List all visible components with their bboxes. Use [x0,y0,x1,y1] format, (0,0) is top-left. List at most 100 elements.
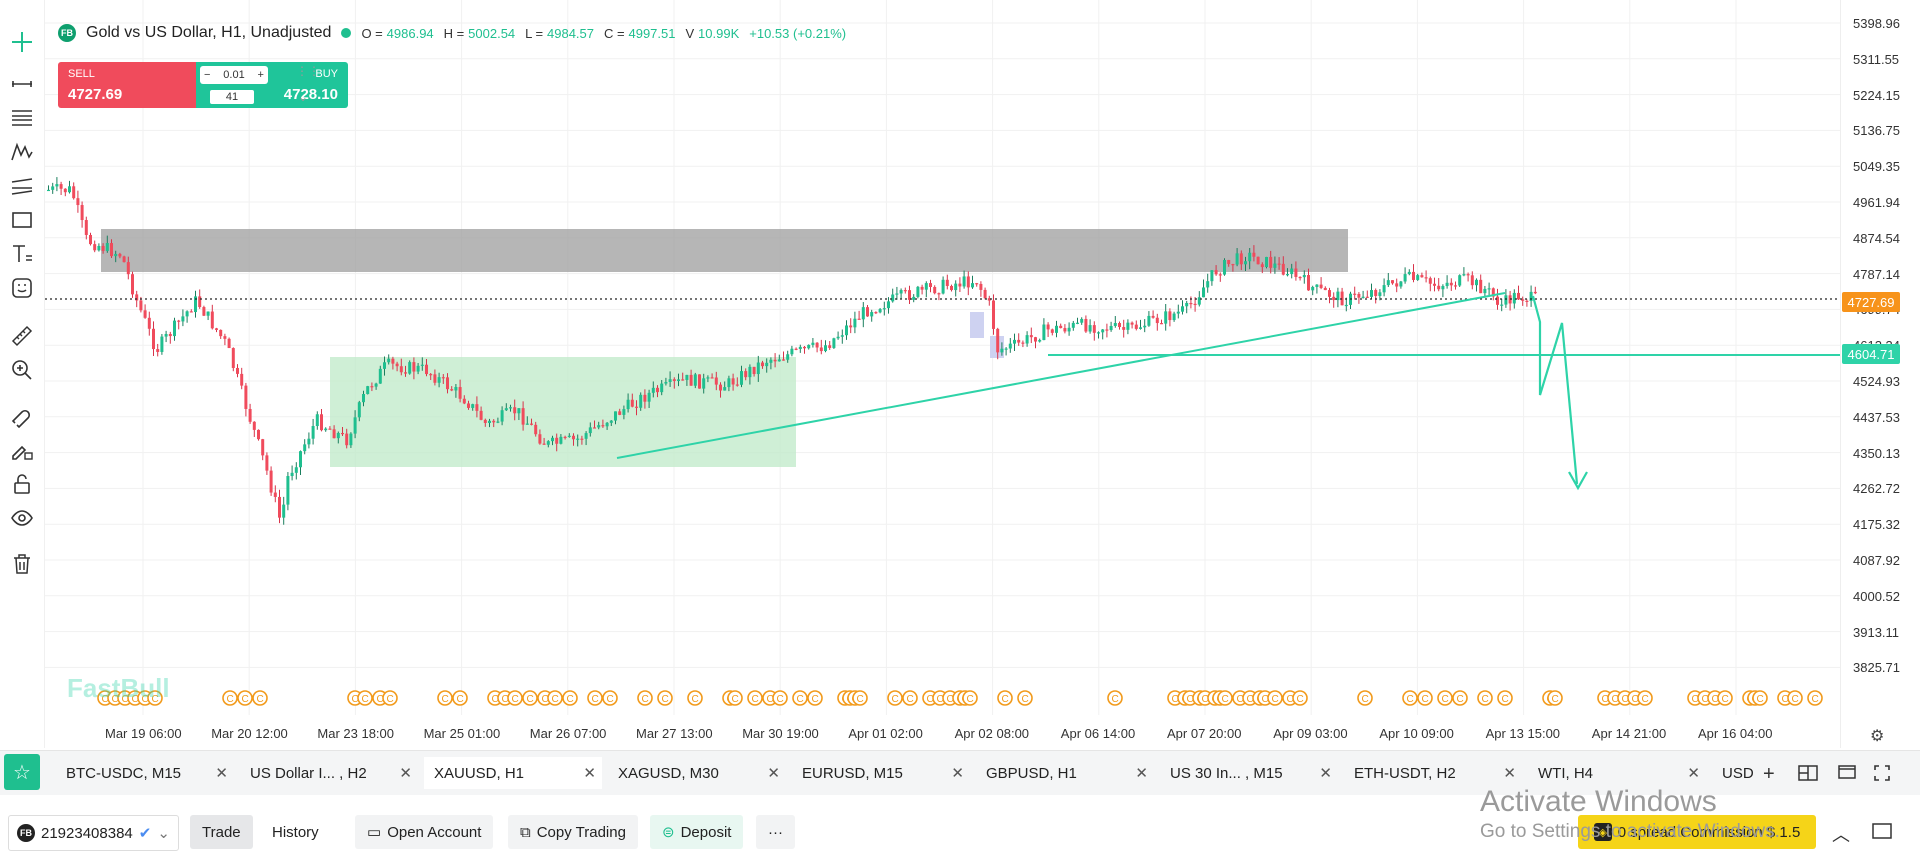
unlock-icon[interactable] [8,470,36,498]
candle-body [467,403,470,408]
close-tab-icon[interactable]: ✕ [215,765,228,782]
open-account-label: Open Account [387,823,482,841]
calendar-event-glyph: C [967,694,974,705]
emoji-icon[interactable] [8,274,36,302]
close-tab-icon[interactable]: ✕ [1319,765,1332,782]
symbol-tab[interactable]: ETH-USDT, H2 ✕ [1344,757,1522,789]
history-tab[interactable]: History [272,815,319,849]
zoom-in-icon[interactable] [8,356,36,384]
candle-body [1454,285,1457,287]
calendar-event-icon [1717,690,1733,706]
symbol-tab[interactable]: USD [1712,757,1772,789]
symbol-tab[interactable]: XAUUSD, H1 ✕ [424,757,602,789]
projection-path[interactable] [1531,295,1579,485]
candle-body [1399,281,1403,287]
copy-trading-button[interactable]: ⧉ Copy Trading [508,815,638,849]
symbol-tab[interactable]: WTI, H4 ✕ [1528,757,1706,789]
calendar-event-glyph: C [1202,694,1209,705]
quantity-stepper[interactable]: − 0.01 + [200,66,268,84]
calendar-event-glyph: C [927,694,934,705]
candle-body [630,399,634,407]
candle-body [1332,296,1336,301]
calendar-event-glyph: C [1362,694,1369,705]
candle-body [567,435,571,437]
account-selector[interactable]: FB 21923408384 ✔ ⌄ [8,815,179,851]
symbol-tab[interactable]: US 30 In... , M15 ✕ [1160,757,1338,789]
trend-line[interactable] [616,292,1506,459]
plus-icon[interactable]: + [257,69,264,81]
trend-line-icon[interactable] [8,70,36,98]
symbol-tab[interactable]: GBPUSD, H1 ✕ [976,757,1154,789]
channel-icon[interactable] [8,172,36,200]
price-axis[interactable]: 5398.96 5311.55 5224.15 5136.75 5049.35 4961.… [1840,0,1920,748]
add-tab-icon[interactable]: + [1763,763,1775,785]
candle-body [101,245,105,251]
crosshair-icon[interactable] [8,28,36,56]
open-account-button[interactable]: ▭ Open Account [355,815,494,849]
close-tab-icon[interactable]: ✕ [951,765,964,782]
minus-icon[interactable]: − [204,69,211,81]
candle-body [160,336,164,352]
chevron-up-icon[interactable]: ︿ [1832,825,1850,845]
drag-handle-icon[interactable]: ⋮⋮ [296,64,320,78]
deposit-button[interactable]: ⊜ Deposit [650,815,744,849]
candle-body [790,348,794,355]
candle-body [1206,281,1210,288]
window-icon[interactable] [1838,765,1856,784]
candle-body [719,384,722,391]
chevron-down-icon[interactable]: ⌄ [298,90,309,104]
quantity-value[interactable]: 0.01 [223,69,245,81]
candle-body [1336,291,1340,301]
candle-body [114,253,118,257]
close-tab-icon[interactable]: ✕ [767,765,780,782]
close-tab-icon[interactable]: ✕ [583,765,596,782]
fullscreen-icon[interactable] [1874,765,1890,786]
lock-drawings-icon[interactable] [8,436,36,464]
close-tab-icon[interactable]: ✕ [399,765,412,782]
candle-body [681,379,685,381]
symbol-tab[interactable]: BTC-USDC, M15 ✕ [56,757,234,789]
candle-body [236,367,239,374]
symbol-tab[interactable]: US Dollar I... , H2 ✕ [240,757,418,789]
promo-banner[interactable]: ◈ 0 spread Commission $ 1.5 [1578,815,1816,849]
magnet-icon[interactable] [8,402,36,430]
ruler-icon[interactable] [8,322,36,350]
text-icon[interactable] [8,240,36,268]
time-axis[interactable]: Mar 19 06:00 Mar 20 12:00 Mar 23 18:00 Mar … [45,720,1840,748]
close-tab-icon[interactable]: ✕ [1503,765,1516,782]
candle-body [311,426,315,439]
pattern-icon[interactable] [8,138,36,166]
rectangle-icon[interactable] [8,206,36,234]
candle-body [1437,285,1441,290]
candle-body [1013,339,1016,344]
favorites-star-icon[interactable]: ☆ [4,754,40,790]
close-tab-icon[interactable]: ✕ [1135,765,1148,782]
trade-tab[interactable]: Trade [190,815,253,849]
accumulation-zone[interactable] [330,357,796,467]
history-label: History [272,823,319,841]
fib-lines-icon[interactable] [8,104,36,132]
candle-body [798,346,802,349]
calendar-event-icon [852,690,868,706]
resistance-zone[interactable] [101,229,1348,272]
layout-icon[interactable] [1798,765,1818,786]
calendar-event-icon [1452,690,1468,706]
symbol-tab[interactable]: XAGUSD, M30 ✕ [608,757,786,789]
symbol-title[interactable]: Gold vs US Dollar, H1, Unadjusted [86,24,332,41]
eye-icon[interactable] [8,504,36,532]
panel-toggle-icon[interactable] [1872,823,1892,844]
candle-body [1168,311,1172,321]
symbol-tab[interactable]: EURUSD, M15 ✕ [792,757,970,789]
trash-icon[interactable] [8,550,36,578]
calendar-event-icon [1547,690,1563,706]
candle-body [668,379,672,382]
candle-body [538,434,542,444]
more-button[interactable]: ··· [756,815,795,849]
sell-button[interactable]: SELL 4727.69 [58,62,171,108]
candle-body [1424,277,1428,279]
candle-body [513,407,517,414]
close-tab-icon[interactable]: ✕ [1687,765,1700,782]
settings-gear-icon[interactable]: ⚙ [1870,728,1885,745]
